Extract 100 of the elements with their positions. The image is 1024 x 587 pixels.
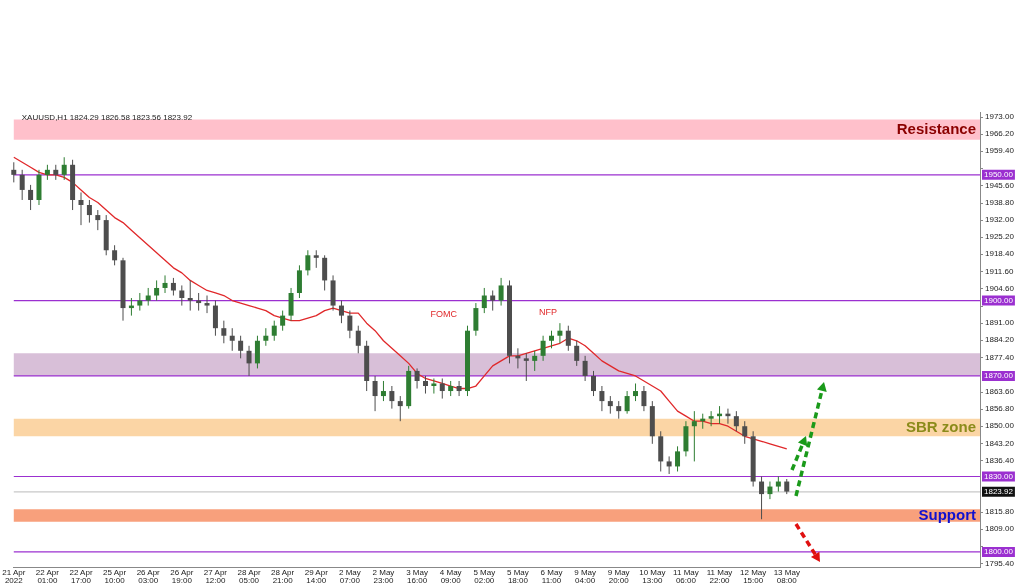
ref-line-label: 1870.00: [984, 371, 1014, 381]
y-tick-label: 1966.20: [985, 129, 1015, 139]
x-tick-label: 3 May 16:00: [406, 568, 428, 586]
y-tick-label: 1795.40: [985, 558, 1015, 568]
annotation: NFP: [539, 306, 558, 317]
candlestick: [162, 274, 168, 294]
y-tick-label: 1809.00: [985, 524, 1015, 534]
candlestick: [599, 385, 605, 412]
ref-line-label: 1900.00: [984, 295, 1014, 305]
band-label: Support: [918, 505, 976, 523]
x-tick-label: 6 May 11:00: [540, 568, 563, 586]
x-tick-label: 11 May 06:00: [673, 568, 699, 586]
candlestick: [742, 420, 748, 445]
candlestick: [86, 199, 92, 224]
band-label: SBR zone: [905, 417, 976, 435]
candlestick: [254, 335, 260, 369]
candlestick: [187, 279, 193, 312]
y-tick-label: 1891.00: [985, 318, 1015, 328]
candlestick: [708, 410, 714, 427]
candlestick: [380, 380, 386, 402]
candlestick: [414, 367, 420, 390]
y-tick-label: 1836.40: [985, 455, 1015, 465]
y-tick-label: 1843.20: [985, 438, 1015, 448]
candlestick: [456, 380, 462, 397]
candlestick: [733, 410, 739, 432]
y-tick-label: 1932.00: [985, 215, 1015, 225]
y-tick-label: 1959.40: [985, 146, 1015, 156]
x-tick-label: 27 Apr 12:00: [203, 568, 228, 586]
candlestick: [759, 476, 765, 520]
candlestick: [95, 209, 101, 231]
candlestick: [61, 156, 67, 181]
x-tick-label: 28 Apr 05:00: [237, 568, 261, 586]
candlestick: [498, 277, 504, 307]
x-tick-label: 2 May 23:00: [372, 568, 395, 586]
x-tick-label: 29 Apr 14:00: [304, 568, 329, 586]
y-tick-label: 1863.60: [985, 387, 1015, 397]
candlestick: [557, 322, 563, 344]
y-tick-label: 1850.00: [985, 421, 1015, 431]
annotation: FOMC: [430, 308, 458, 319]
x-tick-label: 22 Apr 01:00: [35, 568, 60, 586]
x-tick-label: 4 May 09:00: [439, 568, 462, 586]
candlestick: [532, 350, 538, 372]
candlestick: [221, 320, 227, 344]
x-tick-label: 26 Apr 03:00: [136, 568, 161, 586]
candlestick: [154, 279, 160, 302]
candlestick: [431, 377, 437, 395]
candlestick: [691, 410, 697, 462]
y-tick-label: 1911.60: [985, 266, 1014, 276]
y-tick-label: 1973.00: [985, 112, 1015, 122]
y-tick-label: 1945.60: [985, 181, 1015, 191]
candlestick: [574, 340, 580, 367]
candlestick: [229, 327, 235, 352]
candlestick: [439, 377, 445, 400]
x-tick-label: 11 May 22:00: [706, 568, 733, 586]
candlestick: [19, 169, 25, 201]
y-tick-label: 1815.80: [985, 507, 1015, 517]
y-tick-label: 1856.80: [985, 404, 1015, 414]
chart-title: XAUUSD,H1 1824.29 1826.58 1823.56 1823.92: [21, 113, 193, 123]
candlestick: [288, 287, 294, 322]
ref-line-label: 1800.00: [984, 547, 1014, 557]
candlestick: [675, 445, 681, 472]
candlestick: [355, 325, 361, 354]
x-tick-label: 5 May 02:00: [473, 568, 496, 586]
candlestick: [271, 320, 277, 342]
candlestick: [666, 455, 672, 475]
candlestick: [565, 325, 571, 352]
x-tick-label: 22 Apr 17:00: [69, 568, 93, 586]
candlestick: [305, 249, 311, 276]
y-tick-label: 1904.60: [985, 284, 1015, 294]
candlestick: [112, 244, 118, 266]
ref-line-label: 1823.92: [984, 486, 1014, 496]
x-tick-label: 21 Apr 2022: [2, 568, 26, 586]
candlestick: [523, 352, 529, 382]
candlestick: [591, 370, 597, 397]
y-tick-label: 1884.20: [985, 335, 1015, 345]
candlestick: [490, 289, 496, 312]
y-tick-label: 1918.40: [985, 249, 1015, 259]
candlestick: [481, 287, 487, 314]
x-tick-label: 13 May 08:00: [773, 568, 800, 586]
x-tick-label: 5 May 18:00: [507, 568, 529, 586]
ref-line-label: 1950.00: [984, 170, 1014, 180]
x-tick-label: 12 May 15:00: [740, 568, 767, 586]
x-tick-label: 25 Apr 10:00: [103, 568, 127, 586]
x-tick-label: 10 May 13:00: [639, 568, 666, 586]
candlestick: [641, 385, 647, 412]
y-tick-label: 1925.20: [985, 232, 1015, 242]
candlestick: [540, 335, 546, 362]
candlestick: [238, 335, 244, 359]
candlestick: [767, 481, 773, 500]
candlestick: [246, 345, 252, 377]
x-tick-label: 2 May 07:00: [338, 568, 361, 586]
x-tick-label: 9 May 20:00: [607, 568, 630, 586]
candlestick: [296, 264, 302, 299]
ref-line-label: 1830.00: [984, 471, 1014, 481]
candlestick: [347, 310, 353, 339]
candlestick: [78, 191, 84, 226]
y-tick-label: 1938.80: [985, 198, 1015, 208]
candlestick: [372, 375, 378, 412]
candlestick: [473, 302, 479, 337]
y-tick-label: 1877.40: [985, 352, 1015, 362]
